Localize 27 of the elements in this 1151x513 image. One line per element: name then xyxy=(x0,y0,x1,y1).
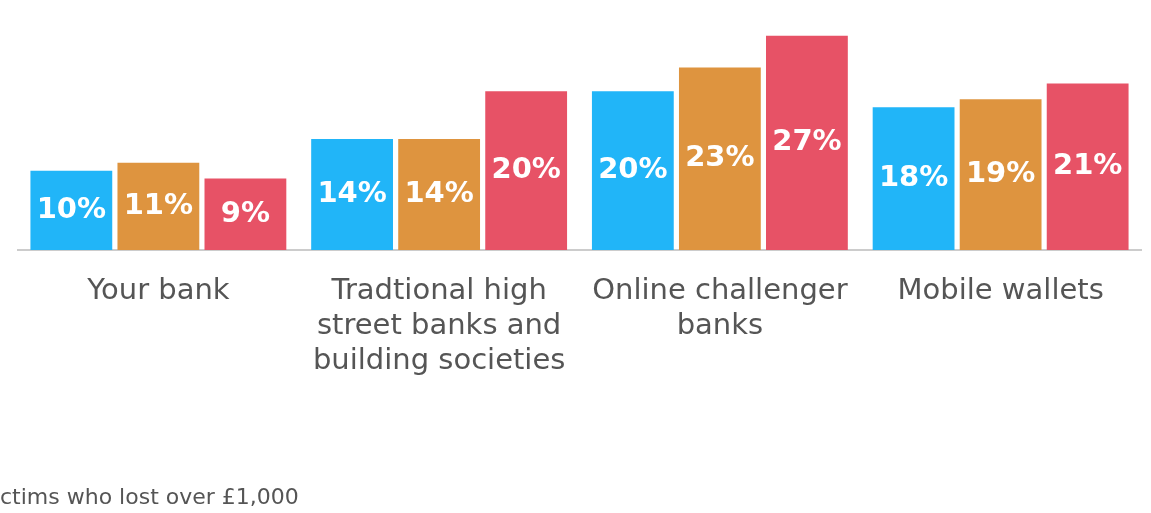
data-label: 20% xyxy=(598,151,668,186)
bar xyxy=(311,138,393,250)
text: ctims who lost over £1,000 xyxy=(0,484,299,509)
bar xyxy=(398,138,481,250)
data-label: 20% xyxy=(491,151,561,186)
data-label: 11% xyxy=(123,186,194,221)
data-label: 14% xyxy=(317,175,387,209)
bar xyxy=(117,162,200,250)
bar xyxy=(872,107,955,250)
data-label: 9% xyxy=(220,194,271,229)
bar xyxy=(766,35,848,250)
data-label: 27% xyxy=(772,123,842,158)
x-tick-label: Mobile wallets xyxy=(897,271,1104,306)
data-label: 21% xyxy=(1052,147,1123,182)
bar xyxy=(678,67,761,250)
data-label: 23% xyxy=(685,139,755,174)
x-tick-label: Tradtional high street banks and building societies xyxy=(312,271,566,376)
data-label: 14% xyxy=(404,175,474,209)
bar xyxy=(591,91,674,250)
data-label: 19% xyxy=(965,155,1036,190)
data-label: 18% xyxy=(878,159,949,194)
x-tick-label: Your bank xyxy=(86,271,230,306)
bar xyxy=(485,91,568,250)
x-tick-label: Online challenger banks xyxy=(592,271,848,341)
bar xyxy=(1046,83,1129,250)
bar xyxy=(959,99,1042,250)
data-label: 10% xyxy=(36,190,107,225)
